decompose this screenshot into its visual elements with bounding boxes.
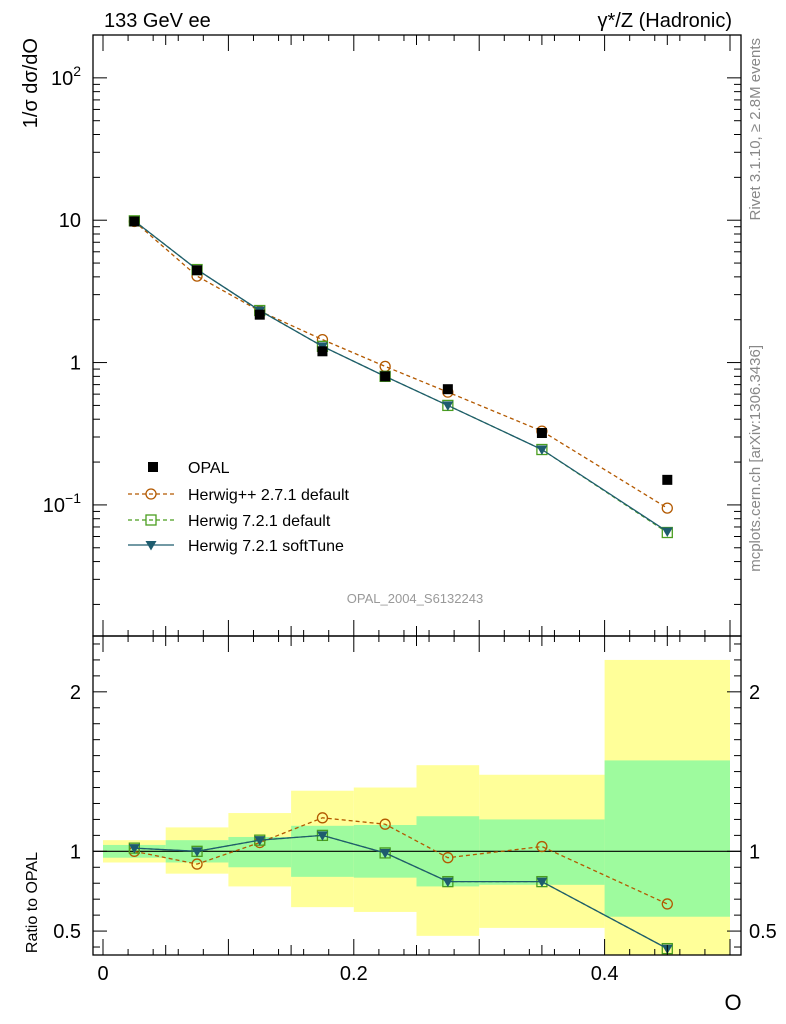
header-left: 133 GeV ee bbox=[104, 10, 211, 32]
mcplots-label: mcplots.cern.ch [arXiv:1306.3436] bbox=[747, 345, 764, 572]
legend-label: Herwig 7.2.1 softTune bbox=[188, 538, 344, 555]
ratio-point-softtune-1 bbox=[191, 847, 203, 857]
main-data-point-7 bbox=[662, 474, 673, 485]
xtick-label: 0.4 bbox=[591, 963, 619, 985]
ratio-point-herwigpp-7 bbox=[661, 898, 673, 910]
main-ytick-label: 10 bbox=[59, 210, 81, 232]
ratio-ylabel: Ratio to OPAL bbox=[24, 852, 41, 953]
ratio-point-herwigpp-3 bbox=[316, 812, 329, 824]
ratio-point-herwigpp-6 bbox=[536, 840, 548, 853]
main-point-softtune-6 bbox=[536, 445, 548, 456]
ratio-ytick-label-right: 0.5 bbox=[749, 921, 777, 943]
main-data-point-4 bbox=[380, 371, 391, 382]
plot-area: 10−1 1 10 102 0.5 0.5 1 1 2 2 0 0.2 0.4 OPAL Herwig++ … bbox=[43, 34, 777, 985]
legend-marker-herwigpp bbox=[145, 488, 157, 500]
ratio-band-inner-7 bbox=[604, 760, 730, 917]
ratio-ytick-label-right: 2 bbox=[749, 682, 760, 704]
ratio-point-herwigpp-4 bbox=[379, 818, 391, 830]
main-point-softtune-7 bbox=[661, 527, 673, 538]
main-line-softtune bbox=[133, 220, 668, 533]
main-line-herwigpp bbox=[133, 220, 668, 509]
ratio-ytick-label: 1 bbox=[70, 841, 81, 863]
xtick-label: 0.2 bbox=[340, 963, 368, 985]
main-ytick-label: 102 bbox=[51, 63, 81, 90]
ratio-point-herwigpp-5 bbox=[442, 852, 454, 864]
legend-label: OPAL bbox=[188, 460, 230, 477]
main-point-herwigpp-4 bbox=[379, 360, 391, 373]
main-ylabel: 1/σ dσ/dO bbox=[20, 38, 42, 128]
ratio-point-softtune-3 bbox=[316, 831, 328, 841]
main-data-point-5 bbox=[442, 384, 453, 395]
main-line-herwig721 bbox=[133, 220, 668, 534]
ratio-point-softtune-6 bbox=[536, 877, 548, 888]
legend-marker-herwig721 bbox=[145, 514, 157, 526]
ratio-ytick-label: 2 bbox=[70, 682, 81, 704]
main-data-point-0 bbox=[129, 216, 140, 227]
rivet-label: Rivet 3.1.10, ≥ 2.8M events bbox=[747, 38, 764, 221]
main-data-point-1 bbox=[192, 265, 203, 276]
x-axis-label: O bbox=[724, 990, 741, 1015]
legend-label: Herwig 7.2.1 default bbox=[188, 513, 331, 530]
main-data-point-2 bbox=[254, 309, 265, 320]
ratio-point-softtune-0 bbox=[128, 844, 140, 854]
ratio-point-softtune-4 bbox=[379, 848, 391, 859]
ratio-point-softtune-5 bbox=[442, 877, 454, 888]
header-right: γ*/Z (Hadronic) bbox=[598, 10, 732, 32]
watermark: OPAL_2004_S6132243 bbox=[347, 591, 483, 606]
main-point-softtune-5 bbox=[442, 401, 454, 411]
main-data-point-3 bbox=[317, 346, 328, 357]
legend-label: Herwig++ 2.7.1 default bbox=[188, 487, 350, 504]
main-point-herwig721-7 bbox=[661, 526, 673, 539]
legend-marker-data bbox=[148, 462, 158, 472]
ratio-ytick-label-right: 1 bbox=[749, 841, 760, 863]
xtick-label: 0 bbox=[97, 963, 108, 985]
ratio-point-softtune-2 bbox=[254, 836, 266, 846]
main-ytick-label: 10−1 bbox=[43, 490, 81, 517]
ratio-ytick-label: 0.5 bbox=[53, 921, 81, 943]
ratio-point-herwigpp-1 bbox=[191, 858, 203, 870]
legend-marker-softtune bbox=[145, 541, 157, 551]
main-point-herwigpp-7 bbox=[661, 502, 673, 514]
ratio-line-softtune bbox=[134, 834, 668, 950]
main-ytick-label: 1 bbox=[70, 353, 81, 375]
main-data-point-6 bbox=[536, 428, 547, 439]
